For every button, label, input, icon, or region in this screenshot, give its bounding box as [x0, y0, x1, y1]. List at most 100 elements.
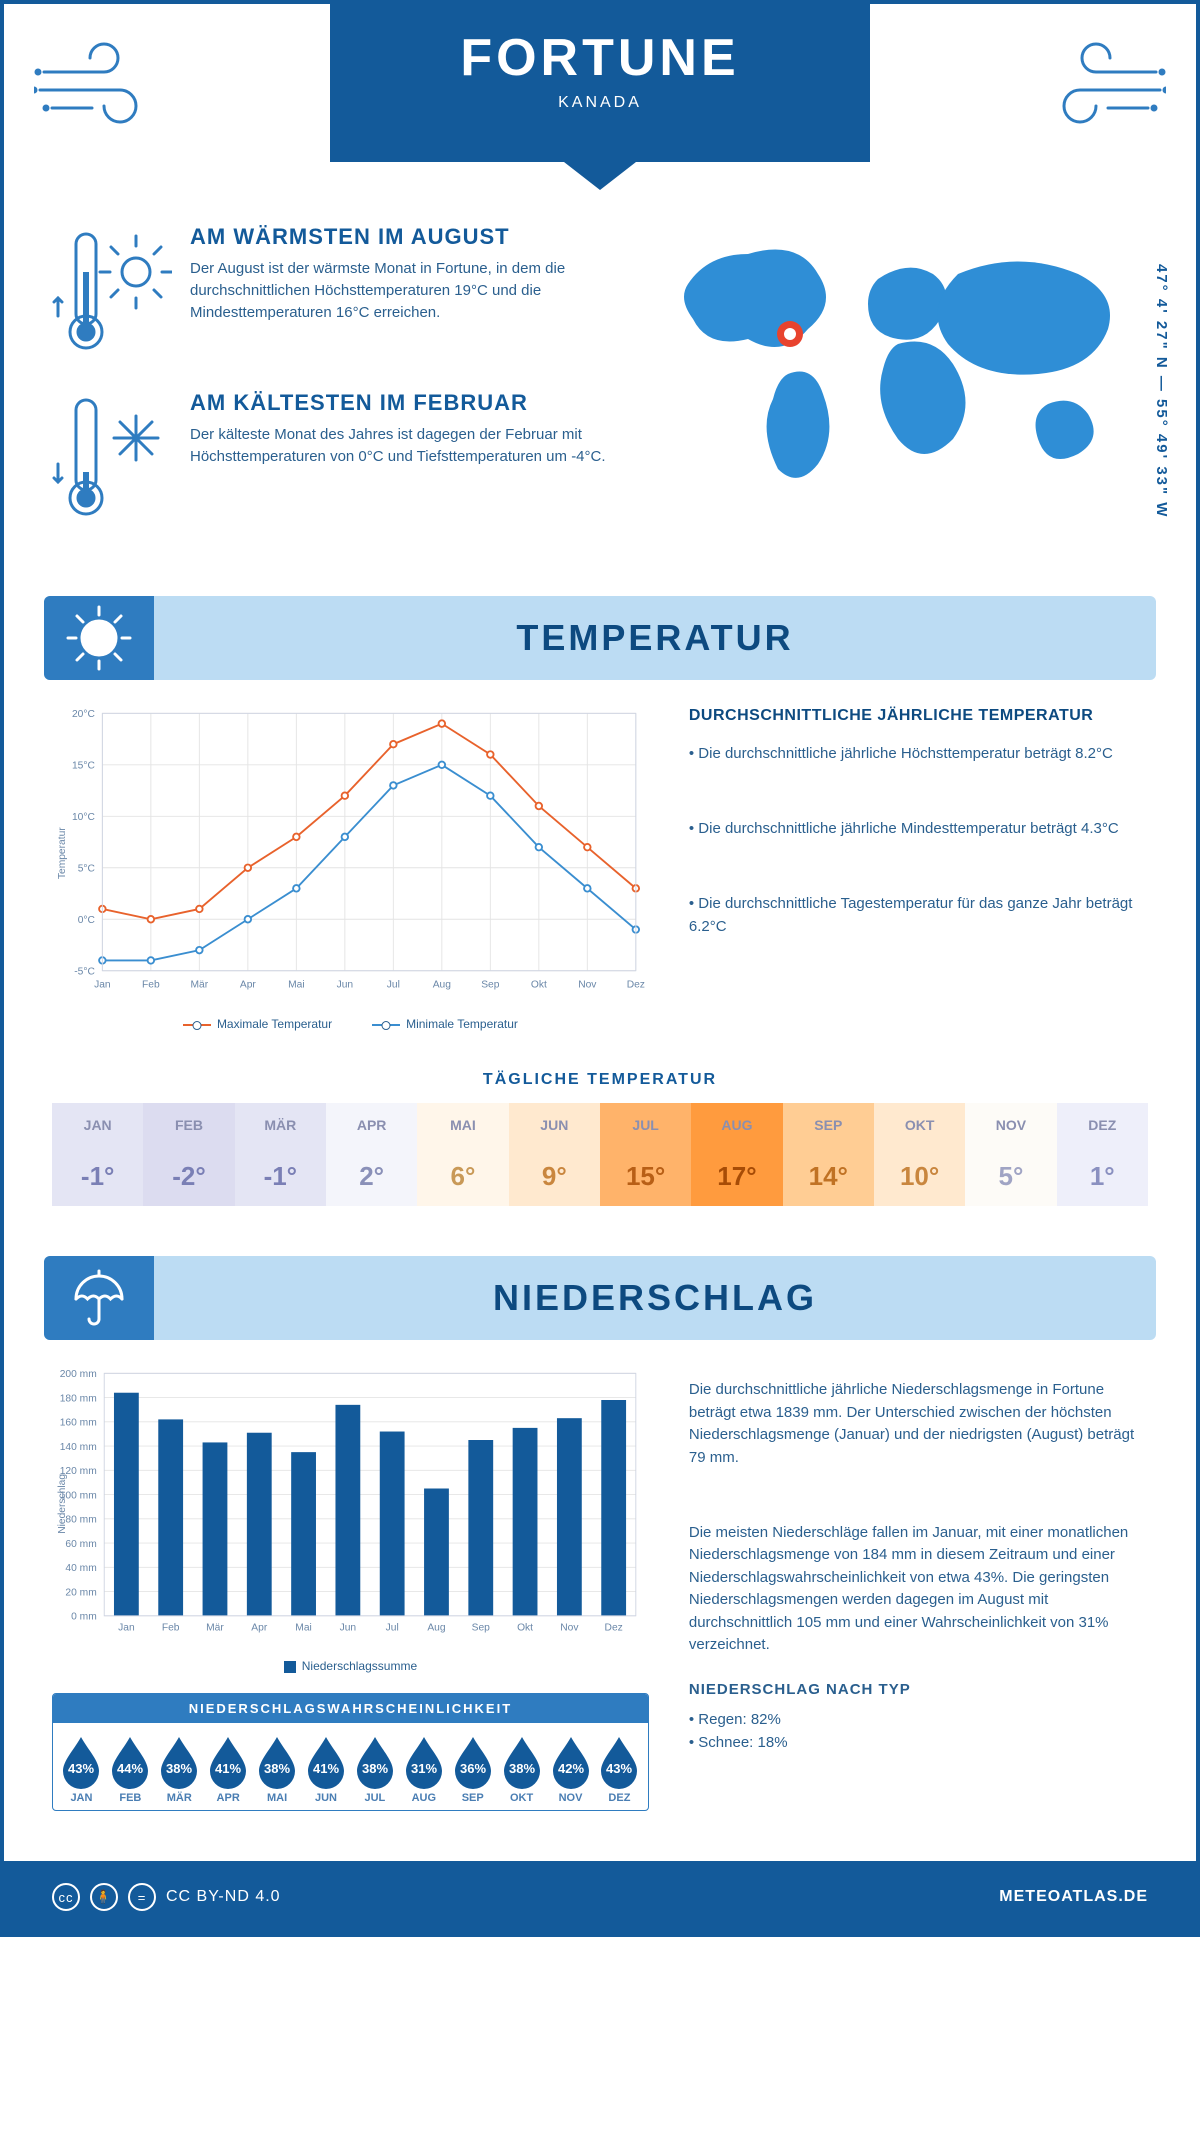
temperature-section-header: TEMPERATUR: [44, 596, 1156, 680]
daily-value: 9°: [509, 1147, 600, 1206]
precipitation-heading: NIEDERSCHLAG: [154, 1277, 1156, 1319]
coldest-text: Der kälteste Monat des Jahres ist dagege…: [190, 424, 608, 468]
svg-text:42%: 42%: [558, 1761, 584, 1776]
footer: cc 🧍 = CC BY-ND 4.0 METEOATLAS.DE: [4, 1861, 1196, 1933]
daily-value: 17°: [691, 1147, 782, 1206]
probability-drop: 38% MÄR: [155, 1733, 204, 1804]
svg-text:40 mm: 40 mm: [65, 1563, 96, 1574]
world-map: 47° 4' 27" N — 55° 49' 33" W: [648, 224, 1148, 556]
daily-value: 5°: [965, 1147, 1056, 1206]
daily-month: OKT: [874, 1103, 965, 1147]
wind-icon-left: [34, 32, 174, 132]
svg-text:Jan: Jan: [118, 1623, 135, 1634]
temperature-chart: -5°C0°C5°C10°C15°C20°CJanFebMärAprMaiJun…: [52, 704, 649, 1031]
temp-bullet-2: • Die durchschnittliche jährliche Mindes…: [689, 818, 1148, 841]
temp-text-heading: DURCHSCHNITTLICHE JÄHRLICHE TEMPERATUR: [689, 704, 1148, 728]
daily-month: JUN: [509, 1103, 600, 1147]
svg-text:Jun: Jun: [337, 980, 354, 991]
daily-value: 15°: [600, 1147, 691, 1206]
probability-drop: 36% SEP: [448, 1733, 497, 1804]
site-name: METEOATLAS.DE: [999, 1888, 1148, 1906]
svg-text:38%: 38%: [166, 1761, 192, 1776]
daily-month: DEZ: [1057, 1103, 1148, 1147]
svg-text:Mär: Mär: [191, 980, 209, 991]
temperature-heading: TEMPERATUR: [154, 617, 1156, 659]
daily-value: -1°: [235, 1147, 326, 1206]
daily-month: MAI: [417, 1103, 508, 1147]
page: FORTUNE KANADA AM: [0, 0, 1200, 1937]
svg-text:Mai: Mai: [288, 980, 305, 991]
svg-text:Niederschlag: Niederschlag: [57, 1474, 68, 1534]
daily-value: 6°: [417, 1147, 508, 1206]
daily-month: NOV: [965, 1103, 1056, 1147]
svg-text:Jul: Jul: [386, 1623, 399, 1634]
warmest-title: AM WÄRMSTEN IM AUGUST: [190, 224, 608, 250]
svg-text:Okt: Okt: [531, 980, 547, 991]
probability-drop: 41% JUN: [302, 1733, 351, 1804]
daily-month: SEP: [783, 1103, 874, 1147]
daily-month: AUG: [691, 1103, 782, 1147]
probability-box: NIEDERSCHLAGSWAHRSCHEINLICHKEIT 43% JAN …: [52, 1693, 649, 1811]
svg-text:38%: 38%: [509, 1761, 535, 1776]
daily-title: TÄGLICHE TEMPERATUR: [52, 1071, 1148, 1089]
daily-month: JAN: [52, 1103, 143, 1147]
probability-drop: 31% AUG: [399, 1733, 448, 1804]
svg-text:10°C: 10°C: [72, 812, 96, 823]
legend-max: Maximale Temperatur: [217, 1017, 332, 1031]
thermometer-cold-icon: [52, 390, 172, 530]
svg-text:Dez: Dez: [605, 1623, 623, 1634]
daily-temperature: TÄGLICHE TEMPERATUR JANFEBMÄRAPRMAIJUNJU…: [4, 1041, 1196, 1236]
svg-text:41%: 41%: [215, 1761, 241, 1776]
daily-value: -1°: [52, 1147, 143, 1206]
probability-drop: 43% DEZ: [595, 1733, 644, 1804]
svg-text:38%: 38%: [264, 1761, 290, 1776]
svg-text:Feb: Feb: [142, 980, 160, 991]
probability-drop: 38% OKT: [497, 1733, 546, 1804]
svg-text:43%: 43%: [606, 1761, 632, 1776]
svg-text:31%: 31%: [411, 1761, 437, 1776]
svg-text:-5°C: -5°C: [74, 966, 95, 977]
precip-para-2: Die meisten Niederschläge fallen im Janu…: [689, 1522, 1148, 1657]
svg-text:180 mm: 180 mm: [60, 1394, 97, 1405]
svg-text:20 mm: 20 mm: [65, 1588, 96, 1599]
location-title: FORTUNE: [330, 28, 870, 88]
probability-title: NIEDERSCHLAGSWAHRSCHEINLICHKEIT: [53, 1694, 648, 1723]
svg-text:38%: 38%: [362, 1761, 388, 1776]
daily-month: FEB: [143, 1103, 234, 1147]
temperature-text: DURCHSCHNITTLICHE JÄHRLICHE TEMPERATUR •…: [689, 704, 1148, 1031]
daily-value: 2°: [326, 1147, 417, 1206]
world-map-svg: [648, 224, 1148, 504]
legend-min: Minimale Temperatur: [406, 1017, 518, 1031]
svg-text:Sep: Sep: [472, 1623, 491, 1634]
precip-rain: • Regen: 82%: [689, 1709, 1148, 1732]
by-icon: 🧍: [90, 1883, 118, 1911]
precipitation-section-header: NIEDERSCHLAG: [44, 1256, 1156, 1340]
svg-text:44%: 44%: [117, 1761, 143, 1776]
probability-drop: 38% MAI: [253, 1733, 302, 1804]
svg-text:Apr: Apr: [251, 1623, 268, 1634]
warmest-text: Der August ist der wärmste Monat in Fort…: [190, 258, 608, 323]
daily-month: APR: [326, 1103, 417, 1147]
license: cc 🧍 = CC BY-ND 4.0: [52, 1883, 281, 1911]
probability-drop: 42% NOV: [546, 1733, 595, 1804]
coldest-block: AM KÄLTESTEN IM FEBRUAR Der kälteste Mon…: [52, 390, 608, 530]
nd-icon: =: [128, 1883, 156, 1911]
title-ribbon: FORTUNE KANADA: [330, 4, 870, 162]
svg-text:140 mm: 140 mm: [60, 1442, 97, 1453]
svg-text:0°C: 0°C: [78, 915, 96, 926]
location-country: KANADA: [330, 94, 870, 112]
svg-text:200 mm: 200 mm: [60, 1369, 97, 1380]
temperature-legend: Maximale Temperatur Minimale Temperatur: [52, 1017, 649, 1031]
svg-text:0 mm: 0 mm: [71, 1612, 97, 1623]
svg-text:Nov: Nov: [560, 1623, 579, 1634]
svg-text:Aug: Aug: [433, 980, 452, 991]
warmest-block: AM WÄRMSTEN IM AUGUST Der August ist der…: [52, 224, 608, 364]
svg-text:Temperatur: Temperatur: [57, 827, 68, 879]
precip-type-heading: NIEDERSCHLAG NACH TYP: [689, 1679, 1148, 1702]
svg-text:Nov: Nov: [578, 980, 597, 991]
svg-text:80 mm: 80 mm: [65, 1515, 96, 1526]
svg-text:Sep: Sep: [481, 980, 500, 991]
temp-bullet-3: • Die durchschnittliche Tagestemperatur …: [689, 893, 1148, 938]
header: FORTUNE KANADA: [4, 4, 1196, 194]
precip-legend-label: Niederschlagssumme: [302, 1659, 417, 1673]
